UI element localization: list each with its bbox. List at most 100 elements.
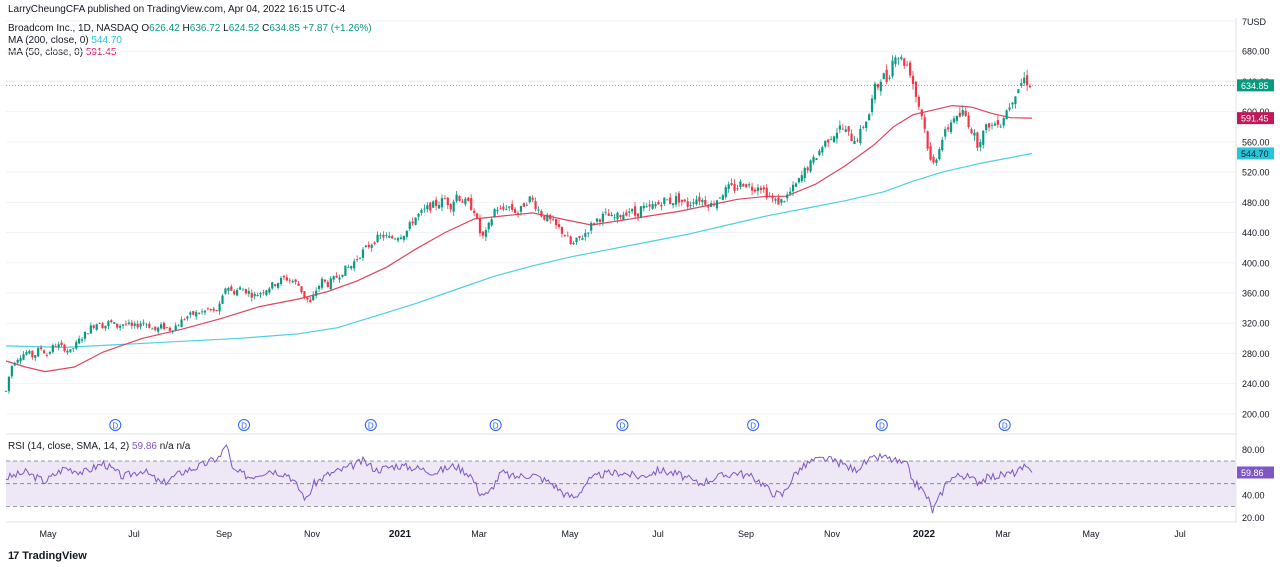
candle-body (979, 142, 982, 148)
candle-body (841, 128, 844, 130)
dividend-marker-circle (364, 419, 377, 431)
candle-body (42, 350, 46, 354)
candle-body (642, 205, 645, 209)
candle-body (546, 214, 549, 222)
candle-body (920, 109, 923, 117)
candle-body (279, 277, 283, 284)
candle-body (344, 265, 347, 276)
candle-body (396, 238, 400, 241)
candle-body (113, 322, 116, 324)
candle-body (121, 324, 125, 326)
candle-body (748, 184, 751, 186)
candle-body (475, 213, 479, 218)
low-label: L (223, 23, 229, 34)
currency-label: 7USD (1242, 17, 1267, 27)
candle-body (765, 187, 768, 198)
candle-body (60, 342, 63, 345)
candle-body (285, 277, 288, 281)
ma50-label: MA (50, close, 0) (8, 47, 84, 58)
candle-body (543, 215, 546, 220)
candle-body (671, 203, 675, 206)
candle-body (552, 219, 555, 221)
candle-body (648, 204, 651, 207)
candle-body (812, 156, 815, 163)
candle-body (964, 110, 967, 116)
candle-body (970, 129, 973, 134)
candle-body (256, 295, 259, 297)
candle-body (136, 323, 139, 328)
candle-body (484, 230, 487, 237)
candle-body (800, 175, 803, 181)
candle-body (511, 204, 514, 210)
candle-body (698, 196, 701, 202)
candle-body (870, 98, 874, 112)
candle-body (432, 201, 435, 208)
candle-body (862, 127, 865, 129)
grid-lines (6, 18, 1237, 523)
candle-body (613, 217, 616, 219)
candles-group (4, 54, 1032, 394)
time-axis[interactable]: May Jul Sep Nov 2021 Mar May Jul Sep Nov 2022 Mar Ma… (39, 529, 1185, 540)
candle-body (25, 352, 28, 355)
time-tick-label: Nov (304, 529, 321, 539)
candle-body (686, 201, 689, 207)
candle-body (133, 323, 136, 326)
candle-body (162, 322, 166, 329)
candle-body (932, 156, 935, 163)
candle-body (578, 236, 581, 238)
candle-body (373, 242, 376, 244)
candle-body (604, 211, 607, 213)
candle-body (654, 204, 657, 207)
price-tick-label: 520.00 (1242, 168, 1270, 178)
ma50-price-tag-bg (1237, 112, 1274, 125)
candle-body (312, 294, 315, 301)
rsi-tick-label: 20.00 (1242, 513, 1265, 523)
candle-body (10, 366, 13, 377)
price-axis[interactable]: 200.00 240.00 280.00 320.00 360.00 400.00 440.… (1237, 17, 1274, 419)
candle-body (34, 355, 37, 358)
candle-body (897, 58, 900, 60)
candle-body (1011, 102, 1014, 105)
candle-body (420, 209, 423, 213)
candle-body (443, 198, 446, 200)
dividend-marker-label: D (750, 422, 756, 431)
candle-body (291, 280, 294, 283)
candle-body (13, 363, 16, 366)
candle-body (961, 110, 964, 116)
candle-body (818, 150, 821, 156)
candle-body (616, 212, 619, 220)
candle-body (859, 128, 862, 143)
dividend-marker-circle (616, 419, 629, 431)
candle-body (487, 222, 490, 230)
candle-body (353, 261, 356, 269)
candle-body (37, 347, 40, 357)
candle-body (704, 200, 707, 205)
candle-body (750, 186, 754, 191)
candle-body (522, 203, 525, 207)
rsi-band-fill (6, 460, 1236, 507)
candle-body (247, 291, 250, 294)
candle-body (967, 115, 970, 127)
candle-body (408, 222, 411, 229)
candle-body (168, 327, 171, 331)
candle-body (499, 208, 502, 210)
candle-body (607, 213, 610, 216)
candle-body (674, 196, 678, 205)
candle-body (367, 244, 370, 248)
dividend-marker-label: D (879, 422, 885, 431)
candle-body (797, 178, 801, 183)
ma50-line-group (5, 104, 1033, 373)
tradingview-footer[interactable]: 17 TradingView (8, 550, 87, 562)
candle-body (762, 187, 765, 190)
candle-body (241, 289, 245, 291)
candle-body (215, 310, 218, 311)
candle-body (303, 291, 306, 298)
candle-body (701, 200, 704, 203)
candle-body (282, 276, 286, 278)
ma50-price-tag: 591.45 (1241, 114, 1269, 124)
candle-body (677, 193, 681, 203)
candle-body (832, 136, 836, 143)
candle-body (151, 328, 154, 330)
time-tick-label: May (561, 529, 579, 539)
